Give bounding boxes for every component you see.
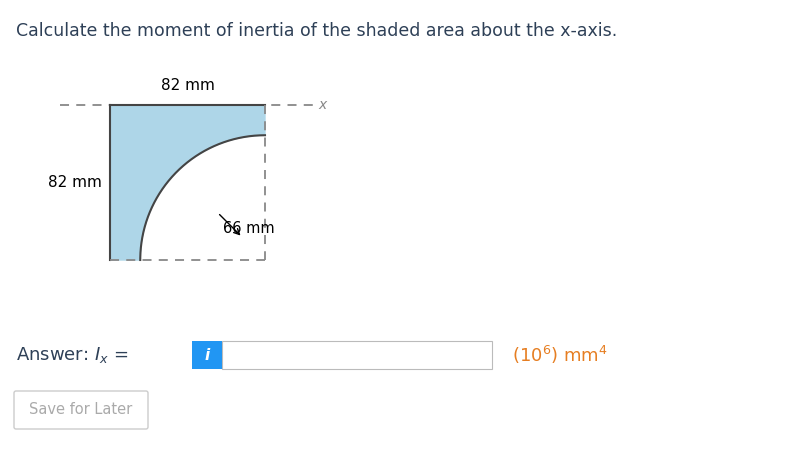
Text: $(10^6)$ mm$^4$: $(10^6)$ mm$^4$ — [512, 344, 608, 366]
Text: 66 mm: 66 mm — [223, 220, 274, 236]
Text: 82 mm: 82 mm — [161, 78, 214, 93]
Text: Calculate the moment of inertia of the shaded area about the x-axis.: Calculate the moment of inertia of the s… — [16, 22, 617, 40]
Text: i: i — [205, 347, 209, 363]
Text: Answer: $I_x$ =: Answer: $I_x$ = — [16, 345, 128, 365]
Text: 82 mm: 82 mm — [48, 175, 102, 190]
FancyBboxPatch shape — [192, 341, 222, 369]
FancyBboxPatch shape — [222, 341, 492, 369]
Text: Save for Later: Save for Later — [29, 402, 133, 418]
Text: x: x — [318, 98, 327, 112]
FancyBboxPatch shape — [14, 391, 148, 429]
Polygon shape — [110, 105, 265, 260]
